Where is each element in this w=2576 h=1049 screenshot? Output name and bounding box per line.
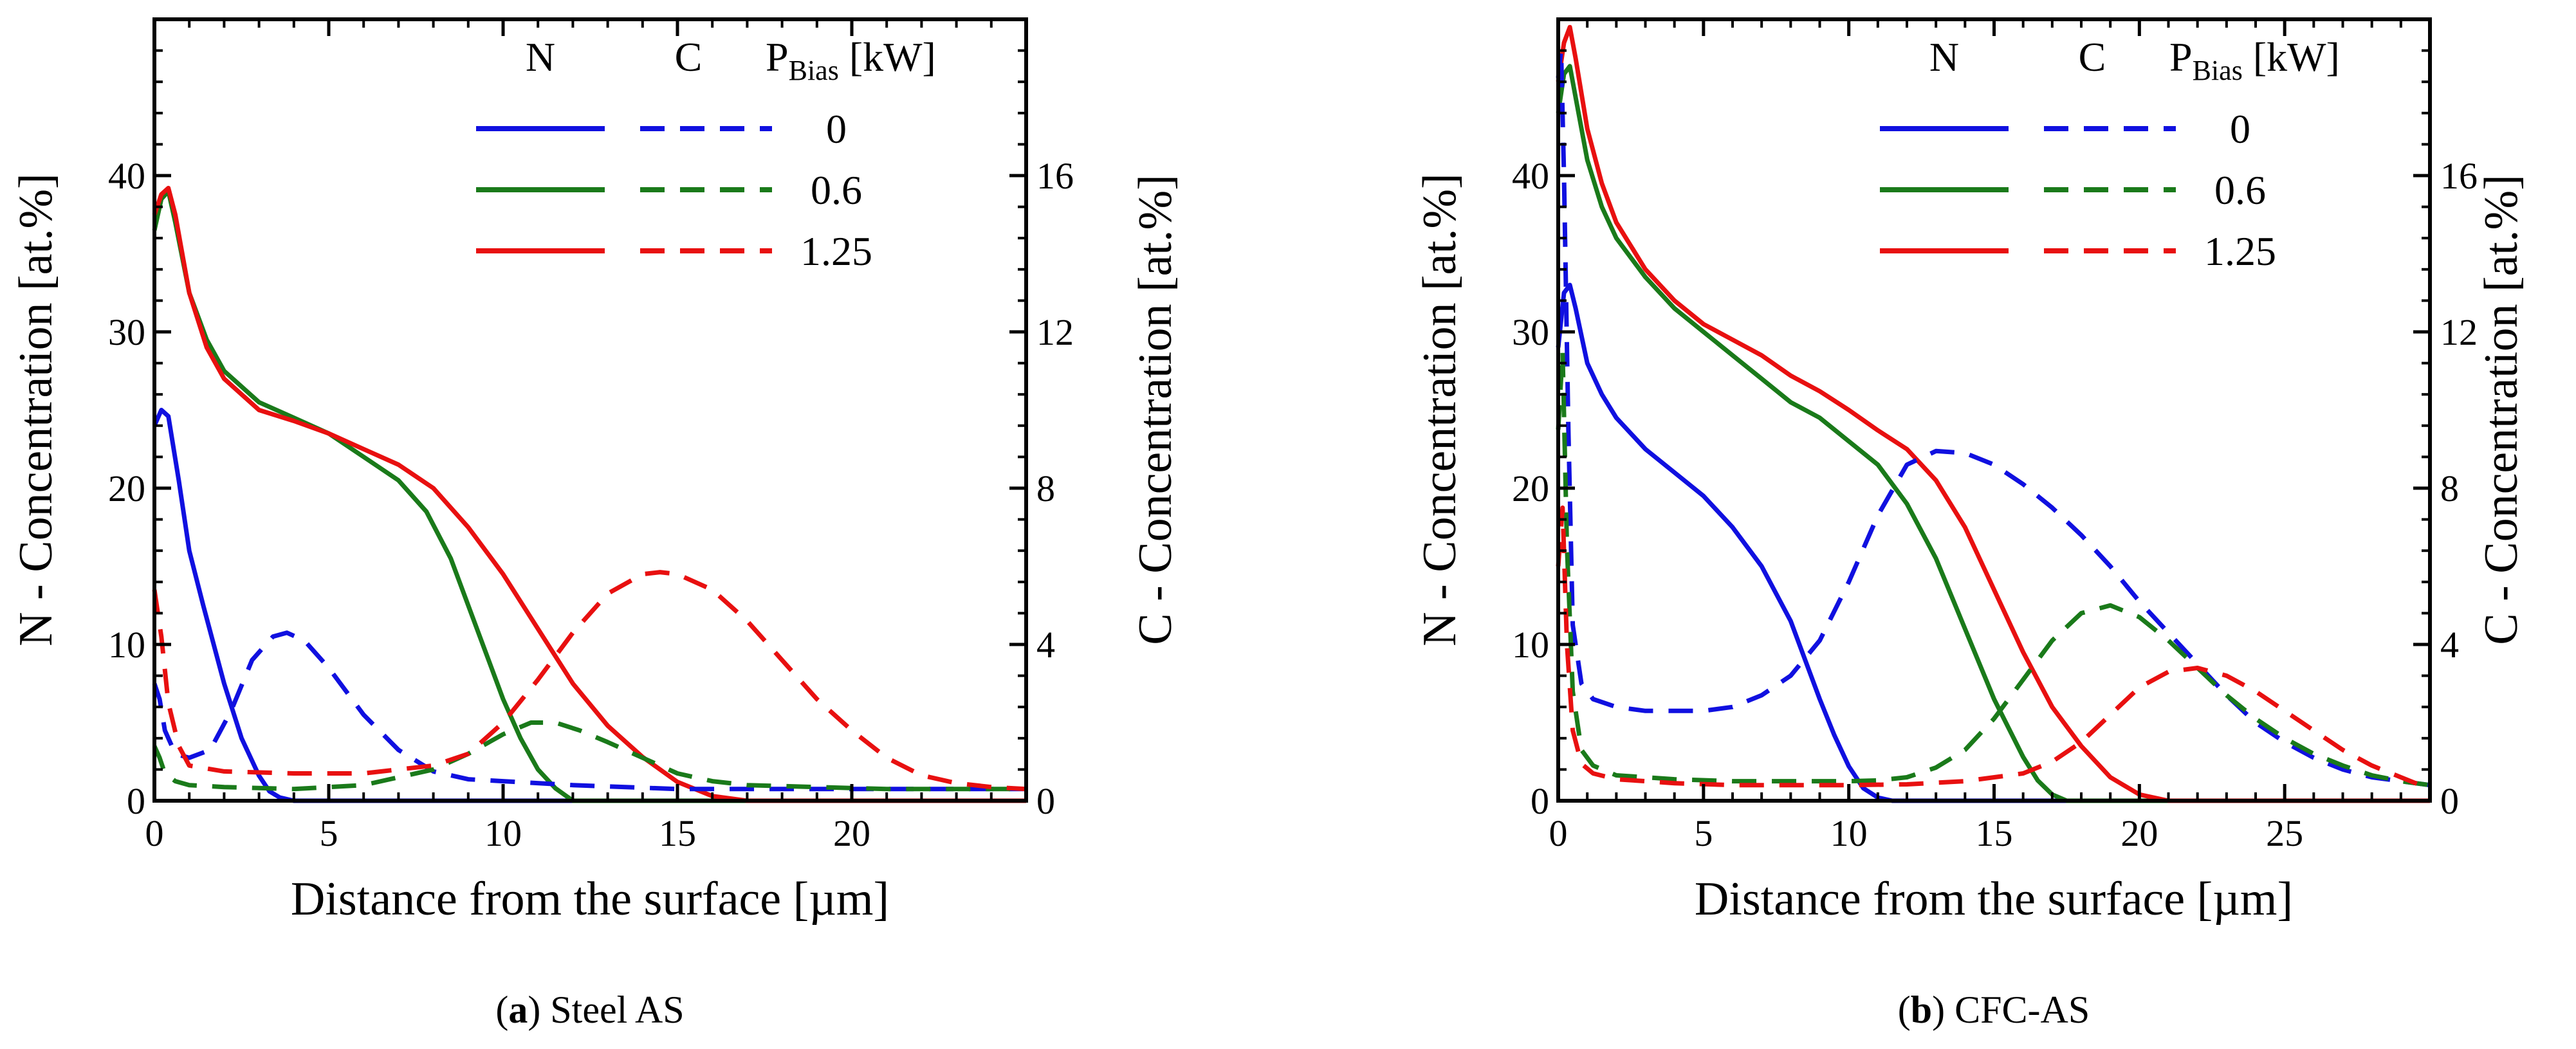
n-series-line-1 [1556,64,2430,803]
x-tick-label: 0 [1549,812,1568,854]
y-left-tick-label: 0 [1531,780,1549,822]
c-series-line-5 [152,570,1027,792]
y-axis-right-title: C - Concentration [at.%] [2475,174,2528,645]
legend-header-n: N [526,34,555,80]
chart-a-svg: 0 5 10 15 20 0 10 20 30 40 0 4 8 12 16 N C PBias [kW] 0 0.… [10,17,1182,1031]
y-axis-right-title: C - Concentration [at.%] [1129,174,1182,645]
x-axis-title: Distance from the surface [µm] [1695,873,2293,926]
legend-header-unit: [kW] [2243,34,2340,80]
chart-b-svg: 0 5 10 15 20 25 0 10 20 30 40 0 4 8 12 16 N C PBias [kW] 0… [1413,17,2528,1031]
y-left-tick-label: 30 [108,311,145,353]
y-right-tick-label: 4 [1036,624,1055,666]
c-series-line-4 [152,720,1026,792]
y-left-tick-label: 10 [1512,624,1549,666]
y-right-tick-label: 12 [1036,311,1074,353]
y-left-tick-label: 20 [108,468,145,509]
c-series-line-3 [1556,48,2431,788]
legend-header-p: P [766,34,789,80]
legend-header-c: C [675,34,703,80]
legend-label-2: 1.25 [800,228,872,274]
y-right-tick-label: 16 [1036,155,1074,197]
y-right-tick-label: 8 [1036,468,1055,509]
y-right-tick-label: 16 [2440,155,2478,197]
caption-title: CFC-AS [1945,989,2090,1031]
legend-header-p-bias: PBias [kW] [766,34,936,86]
caption: (b) CFC-AS [1898,989,2090,1031]
c-series-line-3 [152,630,1026,792]
y-left-tick-label: 0 [127,780,145,822]
chart-panel-b: 0 5 10 15 20 25 0 10 20 30 40 0 4 8 12 16 N C PBias [kW] 0… [1288,0,2576,1049]
n-series-line-1 [152,188,1026,803]
legend-label-1: 0.6 [2214,167,2266,213]
caption-letter: a [508,989,528,1031]
legend: N C PBias [kW] 0 0.6 1.25 [1880,34,2340,274]
x-axis-title: Distance from the surface [µm] [291,873,889,926]
c-series-line-4 [1556,349,2431,788]
c-series-line-5 [1556,505,2431,792]
x-tick-label: 20 [2121,812,2158,854]
x-tick-label: 5 [1694,812,1713,854]
y-left-tick-label: 30 [1512,311,1549,353]
y-left-tick-label: 10 [108,624,145,666]
y-right-tick-label: 8 [2440,468,2459,509]
y-left-tick-label: 40 [1512,155,1549,197]
x-tick-label: 20 [833,812,870,854]
y-left-tick-label: 20 [1512,468,1549,509]
n-series-line-2 [152,185,1026,803]
x-tick-label: 0 [145,812,164,854]
y-right-tick-label: 12 [2440,311,2478,353]
x-tick-label: 15 [659,812,696,854]
y-axis-left-title: N - Concentration [at.%] [1413,173,1466,646]
caption-title: Steel AS [540,989,684,1031]
y-right-tick-label: 0 [1036,780,1055,822]
caption: (a) Steel AS [495,989,684,1031]
plot-frame [152,17,1028,803]
x-tick-label: 10 [484,812,522,854]
legend-label-2: 1.25 [2204,228,2276,274]
legend-header-c: C [2079,34,2106,80]
legend-header-p-bias: PBias [kW] [2169,34,2340,86]
legend-header-n: N [1929,34,1959,80]
legend-label-0: 0 [826,106,847,152]
caption-letter: b [1911,989,1932,1031]
y-axis-left-title: N - Concentration [at.%] [10,173,62,646]
chart-panel-a: 0 5 10 15 20 0 10 20 30 40 0 4 8 12 16 N C PBias [kW] 0 0.… [10,17,1182,1031]
x-tick-label: 10 [1830,812,1868,854]
legend-header-p: P [2169,34,2193,80]
legend-label-0: 0 [2230,106,2250,152]
n-series-line-0 [152,408,1026,803]
x-tick-label: 5 [320,812,338,854]
n-series-line-2 [1556,24,2430,803]
legend-label-1: 0.6 [811,167,862,213]
legend-header-p-sub: Bias [789,55,839,86]
x-tick-label: 25 [2266,812,2303,854]
legend: N C PBias [kW] 0 0.6 1.25 [476,34,936,274]
y-right-tick-label: 0 [2440,780,2459,822]
legend-header-unit: [kW] [839,34,936,80]
x-tick-label: 15 [1976,812,2013,854]
y-right-tick-label: 4 [2440,624,2459,666]
y-left-tick-label: 40 [108,155,145,197]
plot-frame [1556,17,2432,803]
legend-header-p-sub: Bias [2193,55,2243,86]
